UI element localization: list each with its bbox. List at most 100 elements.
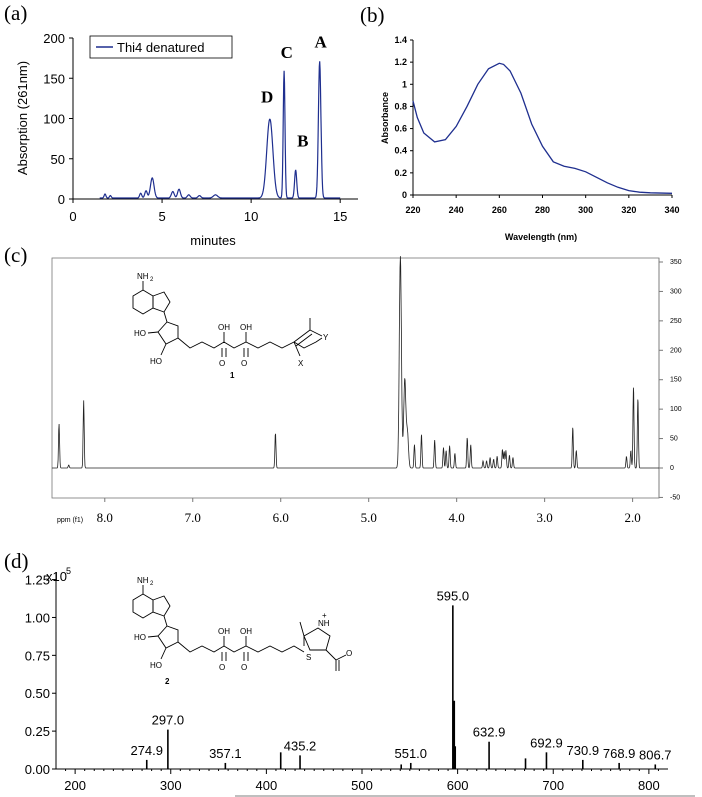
chart-d-x-tick-label: 600: [447, 778, 469, 793]
panel-label-c: (c): [4, 243, 27, 267]
chart-c-x-tick-label: 3.0: [537, 510, 553, 525]
chart-a-y-tick-label: 150: [43, 71, 65, 86]
chart-d-mass-spec: x10 5 0.00 0.25 0.50 0.75 1.00 1.25 200 300 400…: [25, 566, 695, 797]
mol1-oh-2: OH: [240, 323, 252, 332]
chart-a-peak-label: B: [297, 132, 308, 151]
mol2-oh-2: OH: [240, 627, 252, 636]
chart-a-y-tick-label: 200: [43, 31, 65, 46]
ribose-oh-bond-2: [160, 343, 167, 356]
chart-b-x-tick-label: 280: [535, 205, 550, 215]
chart-a-legend-entry: Thi4 denatured: [117, 40, 204, 55]
chart-b-x-tick-label: 220: [405, 205, 420, 215]
chart-d-peak-label: 768.9: [603, 746, 636, 761]
chart-c-y-tick-label: 50: [670, 436, 678, 443]
chart-c-y-tick-label: 100: [670, 406, 682, 413]
mol1-nh2-sub: 2: [150, 277, 154, 283]
chart-a-x-ticks: 0 5 10 15: [69, 199, 347, 224]
mol2-oh-1: OH: [218, 627, 230, 636]
glycosidic-bond: [163, 311, 168, 323]
chart-c-x-tick-label: 6.0: [273, 510, 289, 525]
chart-c-y-tick-label: 350: [670, 259, 682, 266]
chart-b-x-label: Wavelength (nm): [505, 232, 577, 242]
chart-c-x-tick-label: 2.0: [624, 510, 640, 525]
chart-a-x-tick-label: 10: [244, 209, 258, 224]
chart-a-y-tick-label: 0: [58, 192, 65, 207]
mol1-o-1: O: [219, 359, 225, 368]
mol2-ribose-oh-bond-1: [147, 635, 159, 638]
chart-d-peak-label: 692.9: [530, 735, 563, 750]
phosphate-chain: [177, 337, 323, 349]
adenine-ring-6: [132, 289, 154, 315]
chart-d-y-tick-label: 0.25: [25, 724, 50, 739]
chart-b-y-tick-label: 0.8: [394, 101, 407, 111]
chart-d-y-unit-exp: 5: [66, 566, 71, 576]
molecule-1-structure: [132, 281, 323, 357]
chart-a-x-tick-label: 5: [158, 209, 165, 224]
mol2-o-1: O: [219, 663, 225, 672]
mol2-nh2-sub: 2: [150, 581, 154, 587]
chart-c-x-tick-label: 7.0: [185, 510, 201, 525]
chart-d-y-ticks: 0.00 0.25 0.50 0.75 1.00 1.25: [25, 573, 56, 777]
adenine-ring-5: [152, 291, 171, 313]
chart-b-x-tick-label: 300: [578, 205, 593, 215]
chart-a-peak-annotations: A B C D: [261, 33, 327, 151]
thiazole-methyl: [299, 621, 305, 637]
chart-c-frame: [51, 257, 660, 499]
chart-d-x-tick-label: 800: [638, 778, 660, 793]
chart-b-x-tick-label: 240: [449, 205, 464, 215]
chart-a-peak-label: D: [261, 87, 273, 106]
mol1-nh2: NH: [137, 272, 149, 281]
mol1-x: X: [298, 359, 304, 368]
chart-b-x-tick-label: 320: [621, 205, 636, 215]
chart-d-y-tick-label: 0.50: [25, 686, 50, 701]
panel-label-d: (d): [4, 549, 29, 573]
mol2-nh2: NH: [137, 576, 149, 585]
chart-b-y-tick-label: 1.2: [394, 57, 407, 67]
ribose-oh-bond-1: [147, 331, 159, 334]
chart-a-x-label: minutes: [190, 233, 236, 248]
mol1-label: 1: [230, 371, 235, 380]
chart-d-peak-label: 297.0: [152, 713, 185, 728]
chart-b-y-tick-label: 0.6: [394, 124, 407, 134]
mol2-label: 2: [165, 677, 170, 686]
mol1-y: Y: [323, 333, 329, 342]
chart-c-x-label: ppm (f1): [57, 517, 83, 524]
mol2-ribose-oh-bond-2: [160, 647, 167, 660]
chart-c-y-tick-label: 150: [670, 377, 682, 384]
panel-label-b: (b): [360, 3, 385, 27]
chart-a-y-ticks: 0 50 100 150 200: [43, 31, 73, 207]
chart-d-peak-label: 274.9: [130, 743, 163, 758]
chart-d-peak-label: 595.0: [437, 588, 470, 603]
chart-a-y-tick-label: 100: [43, 112, 65, 127]
mol2-ribose-ring: [157, 625, 179, 649]
chart-a-peak-label: A: [314, 33, 327, 52]
chart-d-peaks: 274.9 297.0 357.1 435.2 551.0 595.0 632.9 692.9…: [130, 588, 672, 769]
molecule-1-labels: NH 2 HO HO OH OH O O Y X 1: [134, 272, 329, 380]
chart-b-y-tick-label: 0: [402, 190, 407, 200]
mol2-coo: O: [346, 649, 352, 658]
chart-b-x-tick-label: 340: [664, 205, 679, 215]
chart-c-y-ticks: -50 0 50 100 150 200 250 300 350: [659, 259, 682, 501]
chart-b-y-label: Absorbance: [380, 92, 390, 144]
molecule-2-structure: [132, 585, 347, 671]
chart-d-y-tick-label: 1.00: [25, 610, 50, 625]
chart-c-y-tick-label: 300: [670, 288, 682, 295]
ribose-ring: [157, 321, 179, 345]
mol2-adenine-ring-6: [132, 593, 154, 619]
chart-d-peak-label: 632.9: [473, 725, 506, 740]
alkene-double: [295, 333, 313, 347]
chart-a-legend: Thi4 denatured: [89, 35, 233, 59]
chart-c-y-tick-label: 0: [670, 465, 674, 472]
mol2-adenine-ring-5: [152, 595, 171, 617]
chart-d-x-tick-label: 500: [351, 778, 373, 793]
chart-d-x-tick-label: 400: [256, 778, 278, 793]
chart-b-uv-spectrum: 0 0.2 0.4 0.6 0.8 1 1.2 1.4 220 240 260 280 300 320 3…: [380, 35, 680, 242]
chart-c-y-tick-label: 250: [670, 318, 682, 325]
chart-a-legend-box: [89, 35, 233, 59]
carboxyl-o: [335, 654, 347, 661]
chart-a-y-label: Absorption (261nm): [15, 61, 30, 175]
chart-d-x-tick-label: 200: [64, 778, 86, 793]
chart-d-y-tick-label: 0.00: [25, 762, 50, 777]
chart-b-series-line: [412, 62, 673, 194]
molecule-2-labels: NH 2 HO HO OH OH O O NH + S O 2: [134, 576, 352, 686]
